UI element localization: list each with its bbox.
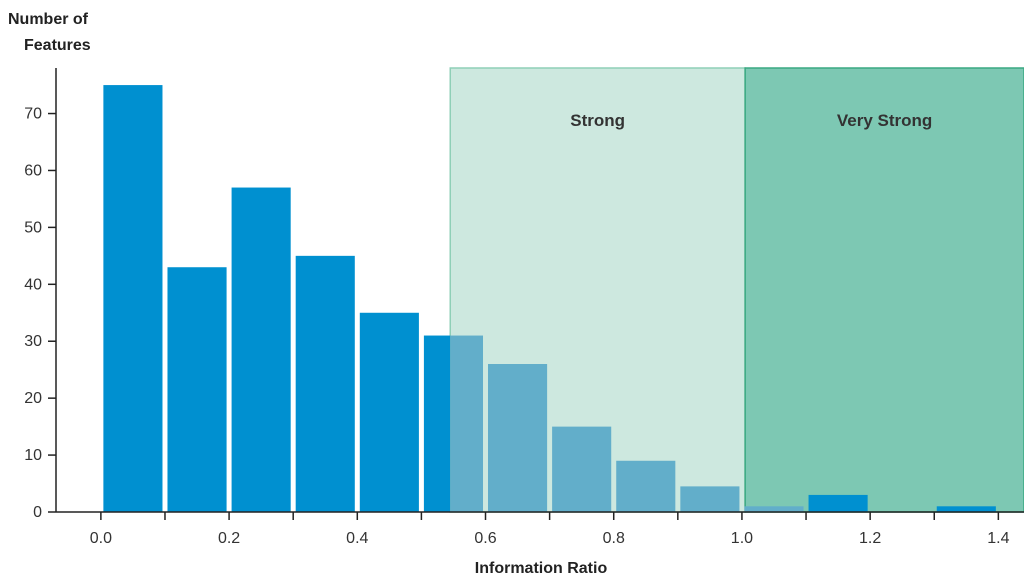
y-tick-label: 70 [24,106,42,123]
x-tick-label: 1.0 [731,530,753,547]
axes-layer: 0.0 0.2 0.4 0.6 0.8 1.0 1.2 1.4 0 10 20 30 40 50 60 70 [24,68,1024,547]
bar-segment [423,335,451,512]
bar-segment [808,494,868,512]
bar-segment [167,267,227,512]
y-tick-label: 50 [24,219,42,236]
x-tick-label: 0.2 [218,530,240,547]
x-axis-title: Information Ratio [475,560,608,577]
bar-7 [552,426,612,512]
x-tick-label: 0.6 [474,530,496,547]
bar-8 [616,460,676,512]
zone-label-very-strong: Very Strong [837,111,932,130]
bar-segment [359,312,419,512]
bar-10 [744,506,804,512]
x-tick-label: 0.8 [603,530,625,547]
bar-6 [488,364,548,512]
bar-segment [936,506,996,512]
x-tick-label: 1.2 [859,530,881,547]
y-tick-label: 0 [33,504,42,521]
bar-3 [295,255,355,512]
y-tick-label: 40 [24,276,42,293]
bar-segment [744,506,804,512]
x-tick-label: 0.4 [346,530,368,547]
y-tick-label: 20 [24,390,42,407]
zone-label-strong: Strong [570,111,625,130]
bar-segment [450,335,484,512]
bars-layer [103,85,996,513]
y-tick-label: 10 [24,447,42,464]
bar-1 [167,267,227,512]
bar-segment [488,364,548,512]
y-tick-label: 30 [24,333,42,350]
bar-4 [359,312,419,512]
bar-segment [680,486,740,512]
y-axis-title-line1: Number of [8,11,89,28]
x-tick-label: 0.0 [90,530,112,547]
labels-layer: Number of Features Information Ratio Str… [8,11,932,577]
x-tick-label: 1.4 [987,530,1009,547]
bar-0 [103,85,163,513]
bar-5 [423,335,484,512]
y-axis-title-line2: Features [24,37,91,54]
bar-13 [936,506,996,512]
bar-segment [231,187,291,513]
bar-segment [552,426,612,512]
zone-very-strong [744,67,1024,513]
bar-11 [808,494,868,512]
bar-segment [103,85,163,513]
bar-segment [295,255,355,512]
y-tick-label: 60 [24,162,42,179]
bar-2 [231,187,291,513]
bar-9 [680,486,740,512]
bar-segment [616,460,676,512]
